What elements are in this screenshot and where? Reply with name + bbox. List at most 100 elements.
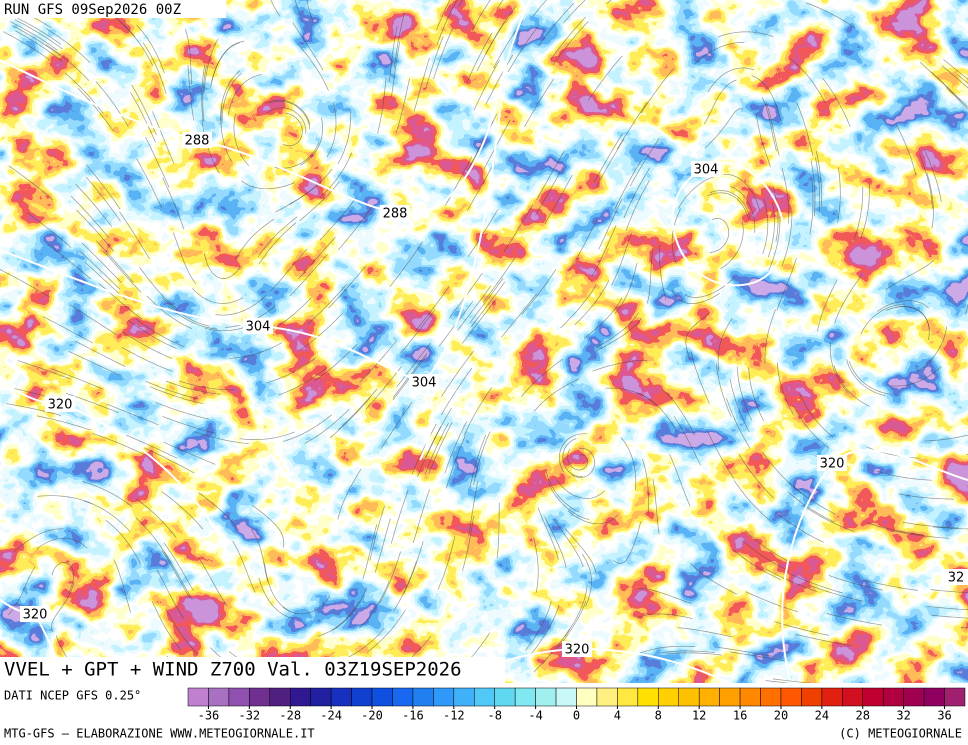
contour-304 — [419, 381, 434, 461]
streamline — [369, 506, 385, 561]
streamline — [828, 575, 884, 591]
streamline — [765, 680, 791, 683]
streamline — [395, 78, 410, 133]
streamline — [365, 366, 403, 410]
streamline — [258, 577, 294, 620]
colorbar-box — [862, 687, 884, 707]
streamline — [596, 318, 642, 352]
streamline — [156, 569, 184, 620]
colorbar-box — [514, 687, 536, 707]
streamline — [524, 78, 554, 128]
colorbar-box — [944, 687, 966, 707]
streamline — [105, 520, 141, 564]
streamline — [258, 222, 297, 265]
streamline — [659, 650, 716, 654]
streamline — [135, 318, 185, 348]
colorbar-box — [882, 687, 904, 707]
streamline — [441, 350, 474, 397]
streamline — [776, 362, 795, 416]
streamline — [930, 589, 968, 594]
streamline — [558, 433, 587, 472]
streamline — [12, 25, 61, 56]
streamline — [533, 537, 539, 593]
streamline — [469, 434, 487, 489]
streamline — [463, 387, 493, 437]
streamline — [163, 441, 216, 465]
streamline — [314, 344, 358, 382]
streamline — [471, 0, 491, 31]
streamline — [611, 232, 632, 286]
streamline — [485, 54, 514, 105]
streamline — [848, 361, 891, 395]
streamline — [637, 588, 692, 604]
colorbar-box — [433, 687, 455, 707]
colorbar-box — [801, 687, 823, 707]
colorbar-tick-label: 28 — [856, 709, 870, 723]
colorbar-box — [698, 687, 720, 707]
streamline — [317, 600, 360, 637]
streamline — [707, 192, 750, 221]
colorbar-box — [330, 687, 352, 707]
streamline — [694, 41, 745, 65]
contour-label: 32 — [948, 571, 965, 586]
colorbar-box — [351, 687, 373, 707]
streamline — [374, 518, 391, 573]
streamline — [564, 528, 597, 575]
streamline — [95, 81, 129, 128]
colorbar-tick-label: -28 — [279, 709, 301, 723]
streamline — [145, 136, 170, 188]
streamline — [269, 100, 311, 130]
streamline — [765, 101, 780, 156]
streamline — [143, 447, 195, 474]
streamline — [748, 367, 765, 422]
streamline — [14, 19, 63, 50]
streamline — [96, 240, 134, 283]
streamline — [690, 350, 710, 404]
streamline — [772, 678, 811, 683]
colorbar: -36 -32 -28 -24 -20 -16 -12 -8 -4 0 4 8 12 16 20 24 28 32… — [187, 687, 966, 723]
contour-label-box — [45, 396, 75, 412]
streamline — [563, 0, 586, 24]
streamline — [809, 178, 814, 235]
colorbar-box — [576, 687, 598, 707]
streamline — [165, 608, 199, 655]
streamline — [616, 101, 648, 150]
streamline — [468, 481, 479, 537]
streamline — [172, 232, 196, 284]
colorbar-tick-label: -16 — [402, 709, 424, 723]
streamline — [136, 158, 163, 209]
streamline — [595, 312, 639, 349]
streamline — [588, 55, 623, 101]
streamline — [75, 340, 126, 367]
colorbar-tick-label: 24 — [815, 709, 829, 723]
streamline — [51, 581, 75, 633]
streamline — [26, 212, 72, 248]
streamline — [829, 342, 849, 394]
streamline — [282, 414, 333, 442]
streamline — [42, 316, 93, 344]
streamline — [742, 540, 790, 572]
colorbar-tick-label: 16 — [733, 709, 747, 723]
streamline — [413, 57, 430, 112]
streamline — [810, 160, 816, 217]
streamline — [726, 397, 751, 449]
streamline — [319, 152, 353, 199]
streamline — [787, 491, 835, 523]
streamline — [853, 186, 864, 242]
streamline — [294, 0, 300, 14]
streamline — [299, 181, 340, 222]
contour-label-box — [20, 606, 50, 622]
streamline — [241, 180, 295, 190]
colorbar-tick-label: -24 — [320, 709, 342, 723]
streamline — [671, 209, 681, 264]
streamline — [329, 397, 370, 439]
streamline — [790, 58, 826, 103]
streamline — [379, 551, 401, 604]
streamline — [557, 480, 605, 499]
streamline — [266, 107, 307, 134]
streamline — [142, 42, 167, 94]
streamline — [128, 320, 177, 349]
streamline — [282, 595, 331, 615]
streamline — [659, 244, 667, 300]
streamline — [860, 183, 870, 239]
